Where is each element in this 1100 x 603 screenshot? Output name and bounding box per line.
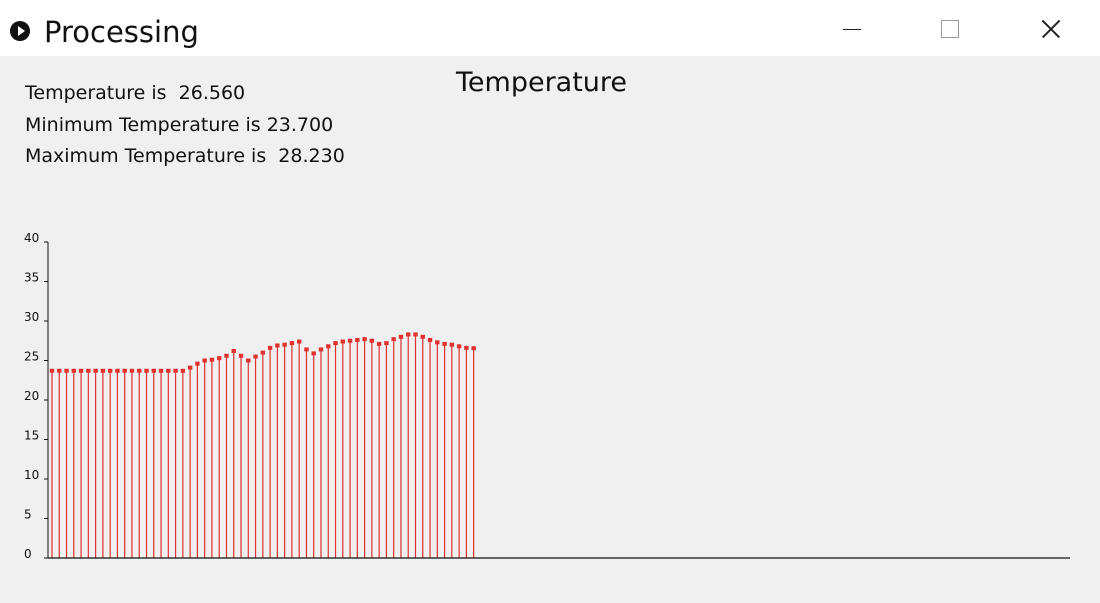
y-tick-label: 10 bbox=[24, 468, 39, 482]
temperature-point bbox=[71, 368, 77, 373]
temperature-point bbox=[166, 368, 171, 373]
temperature-point bbox=[304, 347, 309, 352]
temperature-point bbox=[78, 368, 84, 373]
temperature-point bbox=[449, 342, 455, 347]
temperature-point bbox=[158, 368, 164, 373]
temperature-point bbox=[267, 345, 273, 350]
maximum-temperature-readout: Maximum Temperature is 28.230 bbox=[25, 145, 345, 167]
temperature-point bbox=[173, 368, 178, 373]
bar-caps bbox=[49, 332, 476, 373]
current-temperature-readout: Temperature is 26.560 bbox=[25, 82, 246, 104]
temperature-point bbox=[435, 340, 440, 345]
processing-play-icon bbox=[10, 21, 30, 41]
temperature-point bbox=[355, 337, 360, 342]
temperature-point bbox=[231, 349, 236, 354]
y-tick-label: 40 bbox=[24, 231, 39, 245]
temperature-point bbox=[340, 339, 345, 344]
temperature-point bbox=[413, 332, 418, 337]
sketch-canvas: Temperature is 26.560 Minimum Temperatur… bbox=[0, 56, 1100, 603]
temperature-point bbox=[260, 350, 266, 355]
temperature-point bbox=[100, 368, 106, 373]
temperature-point bbox=[180, 368, 186, 373]
temperature-point bbox=[326, 344, 331, 349]
temperature-point bbox=[420, 334, 425, 339]
y-tick-label: 35 bbox=[24, 271, 39, 285]
temperature-point bbox=[86, 368, 91, 373]
temperature-point bbox=[391, 337, 396, 342]
bars bbox=[51, 334, 475, 558]
y-tick-label: 25 bbox=[24, 350, 39, 364]
temperature-point bbox=[369, 338, 375, 343]
temperature-point bbox=[129, 368, 135, 373]
temperature-point bbox=[57, 368, 62, 373]
temperature-point bbox=[318, 347, 324, 352]
temperature-chart: 0 5 10 15 20 25 30 35 40 bbox=[24, 231, 1070, 561]
temperature-point bbox=[398, 334, 404, 339]
title-bar[interactable]: Processing bbox=[0, 0, 1100, 56]
temperature-point bbox=[311, 351, 316, 356]
y-tick-label: 30 bbox=[24, 310, 39, 324]
maximize-button[interactable] bbox=[926, 10, 972, 50]
minimum-temperature-readout: Minimum Temperature is 23.700 bbox=[25, 114, 334, 136]
temperature-point bbox=[296, 339, 302, 344]
temperature-point bbox=[456, 344, 462, 349]
temperature-point bbox=[471, 346, 476, 351]
y-tick-label: 0 bbox=[24, 547, 32, 561]
temperature-point bbox=[209, 357, 215, 362]
y-tick-label: 20 bbox=[24, 389, 39, 403]
temperature-point bbox=[144, 368, 149, 373]
temperature-point bbox=[376, 341, 382, 346]
temperature-point bbox=[275, 343, 280, 348]
close-button[interactable] bbox=[1026, 10, 1072, 50]
temperature-point bbox=[93, 368, 98, 373]
temperature-point bbox=[151, 368, 156, 373]
temperature-point bbox=[64, 368, 69, 373]
temperature-point bbox=[333, 341, 338, 346]
y-tick-label: 5 bbox=[24, 508, 32, 522]
temperature-point bbox=[442, 341, 447, 346]
chart-title: Temperature bbox=[456, 67, 628, 98]
temperature-point bbox=[289, 341, 295, 346]
temperature-point bbox=[202, 358, 207, 363]
window-title: Processing bbox=[44, 15, 199, 49]
temperature-point bbox=[347, 338, 353, 343]
temperature-point bbox=[246, 358, 251, 363]
temperature-point bbox=[217, 356, 222, 361]
y-tick-label: 15 bbox=[24, 429, 39, 443]
temperature-point bbox=[115, 368, 120, 373]
temperature-point bbox=[464, 345, 469, 350]
temperature-point bbox=[253, 354, 258, 359]
minimize-button[interactable] bbox=[828, 10, 874, 50]
temperature-point bbox=[362, 337, 367, 342]
temperature-point bbox=[384, 341, 389, 346]
temperature-point bbox=[282, 342, 287, 347]
temperature-point bbox=[195, 361, 200, 366]
temperature-point bbox=[427, 337, 433, 342]
temperature-point bbox=[238, 353, 244, 358]
temperature-point bbox=[49, 368, 55, 373]
temperature-point bbox=[107, 368, 113, 373]
temperature-point bbox=[187, 365, 193, 370]
y-axis-ticks: 0 5 10 15 20 25 30 35 40 bbox=[24, 231, 48, 561]
temperature-point bbox=[406, 332, 411, 337]
temperature-point bbox=[224, 353, 229, 358]
temperature-point bbox=[122, 368, 127, 373]
temperature-point bbox=[137, 368, 142, 373]
